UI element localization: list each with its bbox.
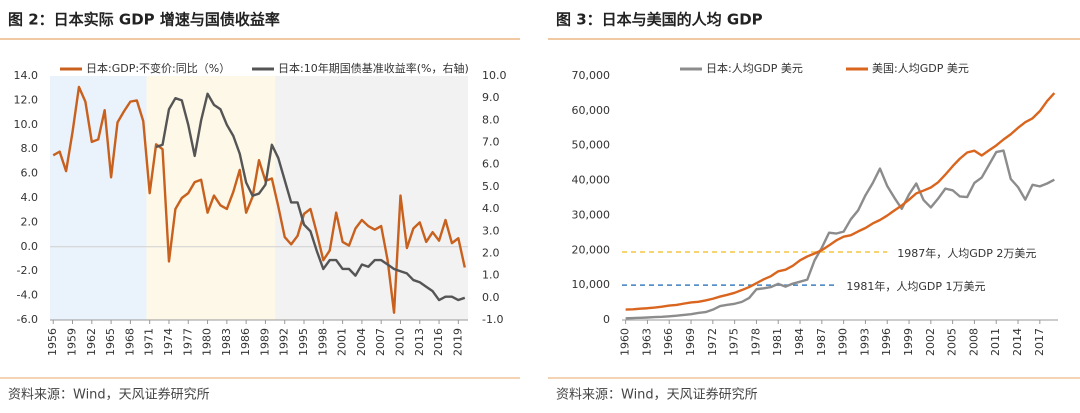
x-tick-label: 1990 xyxy=(837,328,850,356)
y-tick-label: 30,000 xyxy=(572,208,611,221)
legend-label: 日本:人均GDP 美元 xyxy=(706,61,803,75)
x-tick-label: 1974 xyxy=(162,328,175,356)
x-tick-label: 1999 xyxy=(902,328,915,356)
y-tick-label: 4.0 xyxy=(21,191,39,204)
chart-title: 图 3：日本与美国的人均 GDP xyxy=(556,11,763,29)
annotation: 1987年，人均GDP 2万美元 xyxy=(897,246,1036,260)
y2-tick-label: 0.0 xyxy=(482,291,500,304)
x-tick-label: 1963 xyxy=(640,328,653,356)
y-tick-label: 10.0 xyxy=(14,118,39,131)
x-tick-label: 1989 xyxy=(258,328,271,356)
legend-label: 美国:人均GDP 美元 xyxy=(872,62,969,75)
x-tick-label: 1971 xyxy=(143,328,156,356)
x-tick-label: 1986 xyxy=(239,328,252,356)
x-tick-label: 1996 xyxy=(880,328,893,356)
x-tick-label: 1987 xyxy=(815,328,828,356)
x-tick-label: 1993 xyxy=(858,328,871,356)
x-tick-label: 1969 xyxy=(684,328,697,356)
y-tick-label: 12.0 xyxy=(14,93,39,106)
series-line xyxy=(155,92,466,302)
legend-label: 日本:10年期国债基准收益率(%，右轴) xyxy=(278,61,469,75)
x-tick-label: 1984 xyxy=(793,328,806,356)
y2-tick-label: 5.0 xyxy=(482,180,500,193)
x-tick-label: 2017 xyxy=(1033,328,1046,356)
series-line xyxy=(625,92,1056,311)
x-tick-label: 1995 xyxy=(297,328,310,356)
x-tick-label: 2014 xyxy=(1011,328,1024,356)
x-tick-label: 1962 xyxy=(85,328,98,356)
x-tick-label: 1975 xyxy=(728,328,741,356)
x-tick-label: 2010 xyxy=(393,328,406,356)
y2-tick-label: 9.0 xyxy=(482,91,500,104)
x-tick-label: 2007 xyxy=(374,328,387,356)
y-tick-label: 6.0 xyxy=(21,167,39,180)
x-tick-label: 1956 xyxy=(46,328,59,356)
y2-tick-label: 2.0 xyxy=(482,246,500,259)
y-tick-label: 14.0 xyxy=(14,69,39,82)
x-tick-label: 2013 xyxy=(413,328,426,356)
annotation: 1981年，人均GDP 1万美元 xyxy=(846,279,985,293)
legend-label: 日本:GDP:不变价:同比（%） xyxy=(86,61,230,75)
x-tick-label: 1959 xyxy=(66,328,79,356)
y2-tick-label: 10.0 xyxy=(482,69,507,82)
y2-tick-label: 7.0 xyxy=(482,136,500,149)
chart-title: 图 2：日本实际 GDP 增速与国债收益率 xyxy=(8,11,280,29)
x-tick-label: 1972 xyxy=(706,328,719,356)
x-tick-label: 2004 xyxy=(355,328,368,356)
period-band xyxy=(275,76,468,320)
y-tick-label: 50,000 xyxy=(572,139,611,152)
period-band xyxy=(50,76,147,320)
x-tick-label: 1998 xyxy=(316,328,329,356)
y-tick-label: -6.0 xyxy=(17,313,38,326)
x-tick-label: 2005 xyxy=(946,328,959,356)
x-tick-label: 2002 xyxy=(924,328,937,356)
source: 资料来源：Wind，天风证券研究所 xyxy=(8,387,210,403)
y2-tick-label: 1.0 xyxy=(482,269,500,282)
x-tick-label: 2008 xyxy=(967,328,980,356)
y2-tick-label: -1.0 xyxy=(482,313,503,326)
x-tick-label: 1965 xyxy=(104,328,117,356)
x-tick-label: 1966 xyxy=(662,328,675,356)
x-tick-label: 1960 xyxy=(619,328,632,356)
x-tick-label: 1992 xyxy=(278,328,291,356)
y-tick-label: 0.0 xyxy=(21,240,39,253)
y-tick-label: 8.0 xyxy=(21,142,39,155)
x-tick-label: 1981 xyxy=(771,328,784,356)
x-tick-label: 1968 xyxy=(123,328,136,356)
x-tick-label: 2011 xyxy=(989,328,1002,356)
y-tick-label: 10,000 xyxy=(572,278,611,291)
source: 资料来源：Wind，天风证券研究所 xyxy=(556,387,758,403)
y-tick-label: -4.0 xyxy=(17,289,38,302)
x-tick-label: 1980 xyxy=(201,328,214,356)
x-tick-label: 1983 xyxy=(220,328,233,356)
y-tick-label: 60,000 xyxy=(572,104,611,117)
x-tick-label: 2019 xyxy=(451,328,464,356)
series-line xyxy=(52,85,466,314)
x-tick-label: 2016 xyxy=(432,328,445,356)
y-tick-label: -2.0 xyxy=(17,264,38,277)
y-tick-label: 0 xyxy=(603,313,610,326)
series-line xyxy=(625,149,1055,320)
y2-tick-label: 3.0 xyxy=(482,224,500,237)
x-tick-label: 2001 xyxy=(336,328,349,356)
y-tick-label: 70,000 xyxy=(572,69,611,82)
y2-tick-label: 6.0 xyxy=(482,158,500,171)
y-tick-label: 20,000 xyxy=(572,243,611,256)
x-tick-label: 1978 xyxy=(749,328,762,356)
y2-tick-label: 4.0 xyxy=(482,202,500,215)
x-tick-label: 1977 xyxy=(181,328,194,356)
y2-tick-label: 8.0 xyxy=(482,113,500,126)
y-tick-label: 40,000 xyxy=(572,174,611,187)
y-tick-label: 2.0 xyxy=(21,215,39,228)
